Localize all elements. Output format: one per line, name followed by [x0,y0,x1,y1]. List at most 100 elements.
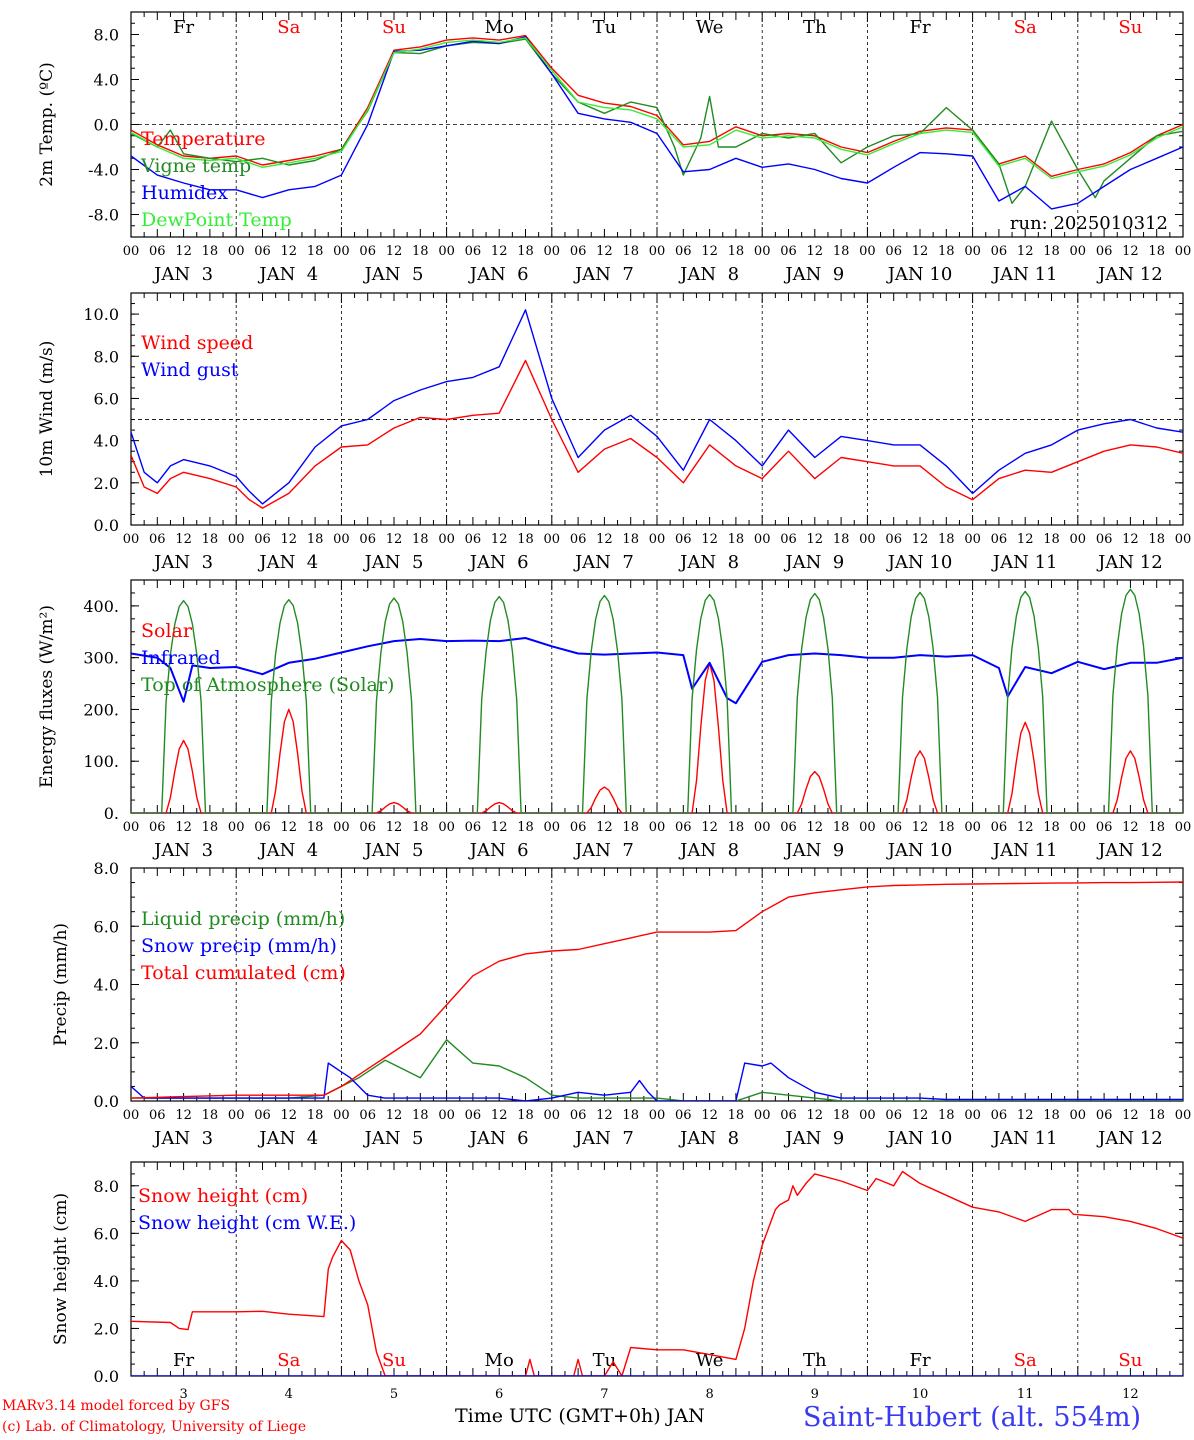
day-name: Sa [277,1350,300,1371]
day-number: 6 [495,1387,503,1402]
hour-label: 00 [1070,1108,1087,1123]
date-label: JAN 12 [1096,264,1163,285]
date-label: JAN 11 [991,552,1058,573]
series-line [131,309,1183,505]
date-label: JAN 6 [468,552,529,573]
run-label: run: 2025010312 [1010,213,1168,234]
legend-entry: Humidex [141,182,228,204]
hour-label: 12 [281,532,298,547]
date-label: JAN 8 [678,1128,739,1149]
y-tick-label: -4.0 [88,161,119,180]
hour-label: 06 [149,820,166,835]
day-number: 3 [179,1387,187,1402]
hour-label: 06 [1096,244,1113,259]
hour-label: 12 [596,1108,613,1123]
hour-label: 00 [333,532,350,547]
panel-wind: 10.0 8.0 6.0 4.0 2.0 0.0 10m Wind (m/s) 00 06 12 1… [37,292,1191,573]
panel-precip: 8.0 6.0 4.0 2.0 0.0 Precip (mm/h) 00 06 12 18 JAN … [51,859,1191,1149]
date-label: JAN 8 [678,264,739,285]
hour-label: 18 [1043,820,1060,835]
legend-entry: Wind speed [141,332,253,354]
hour-label: 12 [701,820,718,835]
hour-label: 12 [1122,820,1139,835]
legend-entry: Vigne temp [140,155,251,177]
hour-label: 12 [807,244,824,259]
hour-label: 00 [964,1108,981,1123]
hour-label: 00 [964,532,981,547]
hour-label: 12 [1122,532,1139,547]
hour-label: 00 [754,244,771,259]
hour-label: 12 [175,820,192,835]
y-tick-label: 6.0 [94,1224,119,1243]
hour-label: 12 [1122,1108,1139,1123]
hour-label: 12 [596,532,613,547]
hour-label: 06 [1096,820,1113,835]
y-tick-label: 300. [83,649,119,668]
hour-label: 00 [438,1108,455,1123]
series-line [131,637,1183,705]
hour-label: 00 [1175,820,1192,835]
hour-label: 00 [754,820,771,835]
hour-label: 18 [938,532,955,547]
hour-label: 12 [701,244,718,259]
series-line [131,36,1183,210]
hour-label: 06 [1096,532,1113,547]
date-label: JAN 9 [783,1128,844,1149]
hour-label: 06 [465,244,482,259]
day-name: Fr [909,17,930,38]
hour-label: 06 [149,532,166,547]
hour-label: 00 [1175,244,1192,259]
series-line [131,588,1183,813]
y-tick-label: 4.0 [94,976,119,995]
day-name: Fr [173,17,194,38]
hour-label: 18 [412,532,429,547]
date-label: JAN 12 [1096,552,1163,573]
y-tick-label: 400. [83,597,119,616]
hour-label: 00 [964,820,981,835]
hour-label: 18 [517,244,534,259]
y-axis-label: 2m Temp. (ºC) [37,62,57,187]
date-label: JAN 4 [257,552,318,573]
hour-label: 18 [728,244,745,259]
date-label: JAN 8 [678,552,739,573]
hour-label: 12 [386,532,403,547]
hour-label: 18 [307,820,324,835]
day-number: 7 [600,1387,608,1402]
legend-entry: Infrared [141,647,221,669]
series-line [131,34,1183,178]
hour-label: 00 [544,1108,561,1123]
lab-credit: (c) Lab. of Climatology, University of L… [2,1419,307,1435]
series-line [131,38,1183,205]
hour-label: 18 [1148,1108,1165,1123]
hour-label: 06 [991,1108,1008,1123]
hour-label: 18 [833,820,850,835]
hour-label: 18 [938,820,955,835]
hour-label: 18 [622,1108,639,1123]
y-tick-label: 2.0 [94,474,119,493]
hour-label: 12 [807,532,824,547]
hour-label: 06 [254,532,271,547]
hour-label: 18 [938,244,955,259]
day-name: Tu [593,1350,617,1371]
day-name: Sa [277,17,300,38]
hour-label: 12 [1122,244,1139,259]
day-name: Fr [909,1350,930,1371]
date-label: JAN 3 [152,1128,213,1149]
series-group [131,881,1183,1101]
y-axis-label: Snow height (cm) [51,1193,71,1345]
hour-label: 18 [1043,244,1060,259]
hour-label: 00 [649,1108,666,1123]
hour-label: 00 [228,820,245,835]
hour-label: 18 [833,532,850,547]
legend-entry: Snow height (cm W.E.) [138,1212,356,1234]
date-label: JAN 4 [257,1128,318,1149]
date-label: JAN 7 [573,840,634,861]
panel-energy: 400. 300. 200. 100. 0. Energy fluxes (W/m²) 00… [37,579,1192,861]
date-label: JAN 4 [257,264,318,285]
hour-label: 06 [149,244,166,259]
day-name: Mo [485,17,514,38]
hour-label: 06 [149,1108,166,1123]
hour-label: 12 [596,244,613,259]
date-label: JAN 10 [886,840,953,861]
hour-label: 00 [333,820,350,835]
